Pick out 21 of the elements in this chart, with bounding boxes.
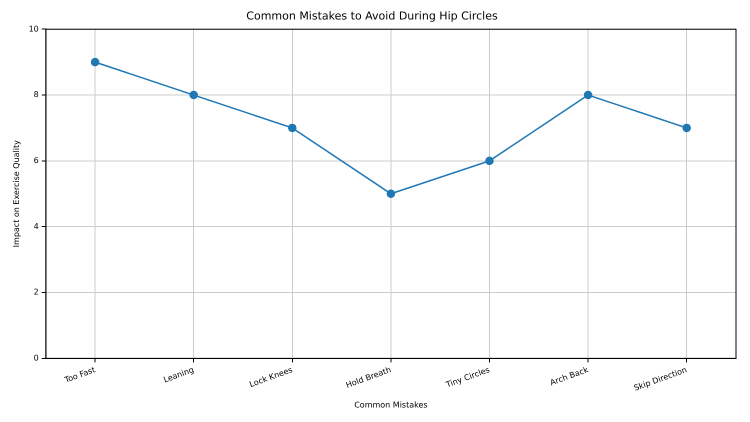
y-axis-title: Impact on Exercise Quality <box>12 140 21 248</box>
x-tick-label: Lock Knees <box>248 365 294 390</box>
y-tick-label: 8 <box>34 90 39 100</box>
point <box>485 156 494 166</box>
x-tick-label: Tiny Circles <box>444 365 491 390</box>
point <box>386 190 396 198</box>
x-tick-label: Too Fast <box>62 365 96 385</box>
x-axis-title: Common Mistakes <box>354 400 428 410</box>
y-tick-label: 6 <box>34 156 39 165</box>
x-tick-label: Arch Back <box>548 365 590 388</box>
point <box>90 58 100 66</box>
y-tick-label: 4 <box>34 222 39 231</box>
point <box>682 124 691 132</box>
point <box>189 90 198 100</box>
x-tick-label: Hold Breath <box>344 365 392 390</box>
y-tick-label: 10 <box>28 24 39 34</box>
chart-title: Common Mistakes to Avoid During Hip Circles <box>246 9 498 22</box>
point <box>584 90 592 100</box>
y-tick-label: 2 <box>34 288 39 297</box>
point <box>288 124 297 132</box>
y-tick-label: 0 <box>34 353 39 362</box>
